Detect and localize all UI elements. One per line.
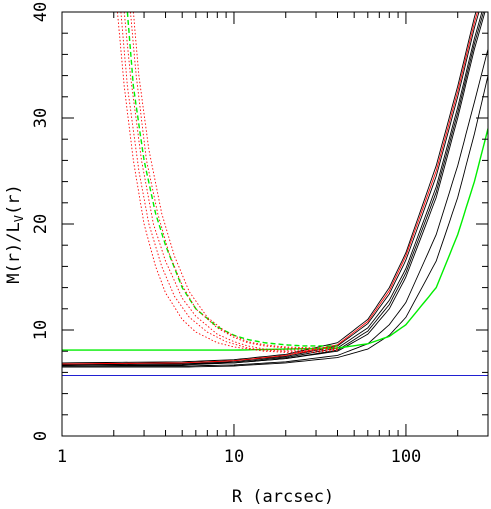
series-line-7 [62, 12, 484, 366]
series-line-9 [62, 128, 488, 351]
y-tick-label: 30 [31, 108, 51, 128]
y-tick-label: 0 [31, 431, 51, 441]
y-axis-label-tail: (r) [4, 184, 24, 215]
series-line-11 [116, 12, 338, 353]
y-tick-label: 10 [31, 320, 51, 340]
y-axis-label-main: M(r)/L [4, 222, 24, 283]
y-tick-label: 40 [31, 2, 51, 22]
x-axis-label: R (arcsec) [232, 487, 334, 507]
series-line-12 [120, 12, 338, 352]
tick-labels: 1 10 100 0 10 20 30 40 [31, 2, 421, 467]
series-line-10 [126, 12, 338, 347]
series-line-2 [62, 12, 483, 366]
y-axis-label: M(r)/LV(r) [4, 184, 26, 283]
series-layer [62, 12, 488, 377]
x-tick-label: 100 [391, 447, 422, 467]
series-line-13 [123, 12, 338, 351]
series-line-1 [62, 12, 486, 367]
series-line-14 [129, 12, 338, 350]
series-line-15 [132, 12, 338, 349]
series-line-4 [62, 12, 477, 364]
ticks-layer [61, 11, 489, 437]
series-line-3 [62, 12, 480, 365]
x-tick-label: 10 [224, 447, 244, 467]
series-line-5 [62, 48, 488, 367]
series-line-6 [62, 75, 488, 368]
x-tick-label: 1 [57, 447, 67, 467]
series-line-8 [62, 12, 478, 365]
y-axis-label-subscript: V [12, 215, 26, 222]
y-tick-label: 20 [31, 214, 51, 234]
